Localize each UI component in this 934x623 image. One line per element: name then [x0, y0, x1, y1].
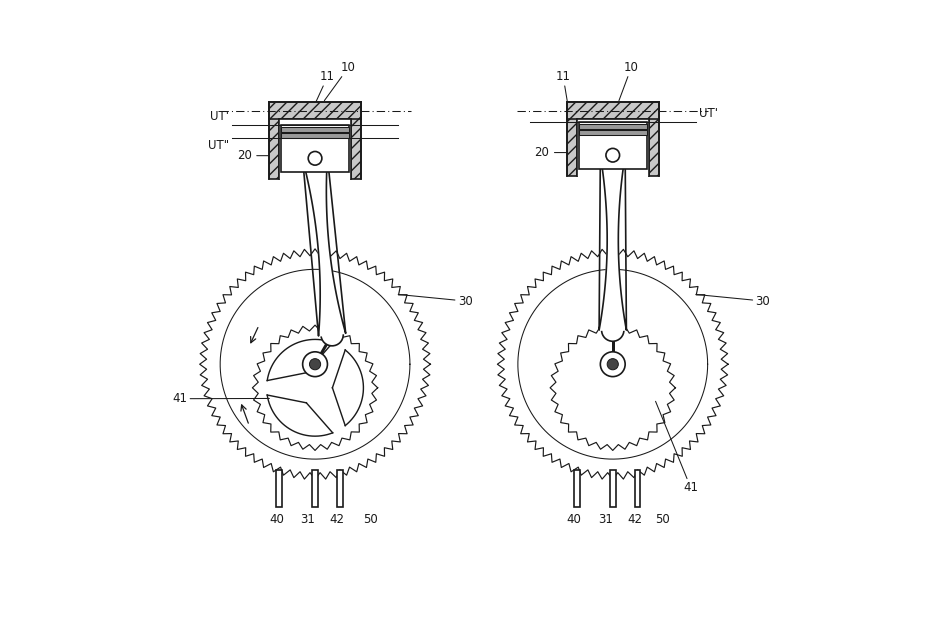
Circle shape [321, 323, 344, 346]
Text: UT": UT" [207, 139, 229, 152]
Circle shape [601, 319, 624, 341]
Text: 50: 50 [363, 513, 378, 526]
Text: 11: 11 [309, 70, 335, 117]
Text: 10: 10 [324, 61, 356, 101]
Text: UT': UT' [699, 107, 718, 120]
Text: 30: 30 [696, 295, 771, 308]
Circle shape [303, 352, 328, 377]
Bar [579, 130, 647, 135]
Bar [281, 133, 349, 138]
Bar [279, 119, 351, 179]
Circle shape [606, 148, 619, 162]
Text: 10: 10 [619, 61, 639, 101]
Bar [281, 125, 349, 172]
Text: 20: 20 [534, 146, 549, 159]
Text: 41: 41 [656, 401, 699, 495]
Text: 41: 41 [173, 392, 269, 405]
Text: 11: 11 [556, 70, 571, 117]
Bar [281, 126, 349, 131]
Bar [567, 102, 658, 119]
Polygon shape [303, 157, 346, 336]
Text: 40: 40 [269, 513, 284, 526]
Text: 40: 40 [567, 513, 582, 526]
Text: 31: 31 [300, 513, 315, 526]
Bar [574, 470, 580, 507]
Bar [579, 123, 647, 128]
Bar [276, 470, 282, 507]
Circle shape [308, 151, 322, 165]
Bar [635, 470, 641, 507]
Circle shape [607, 359, 618, 370]
Bar [610, 470, 616, 507]
Polygon shape [267, 395, 333, 436]
Bar [269, 102, 279, 179]
Polygon shape [267, 340, 333, 381]
Text: 31: 31 [598, 513, 613, 526]
Polygon shape [599, 155, 627, 330]
Bar [269, 102, 361, 119]
Bar [567, 102, 577, 176]
Circle shape [309, 359, 320, 370]
Polygon shape [333, 350, 363, 426]
Bar [351, 102, 361, 179]
Text: 20: 20 [237, 149, 252, 162]
Bar [577, 119, 649, 176]
Bar [337, 470, 343, 507]
Text: 30: 30 [398, 295, 473, 308]
Bar [312, 470, 318, 507]
Text: 50: 50 [655, 513, 670, 526]
Circle shape [601, 352, 625, 377]
Bar [649, 102, 658, 176]
Bar [579, 122, 647, 169]
Text: 42: 42 [330, 513, 345, 526]
Text: UT': UT' [210, 110, 229, 123]
Text: 42: 42 [627, 513, 642, 526]
